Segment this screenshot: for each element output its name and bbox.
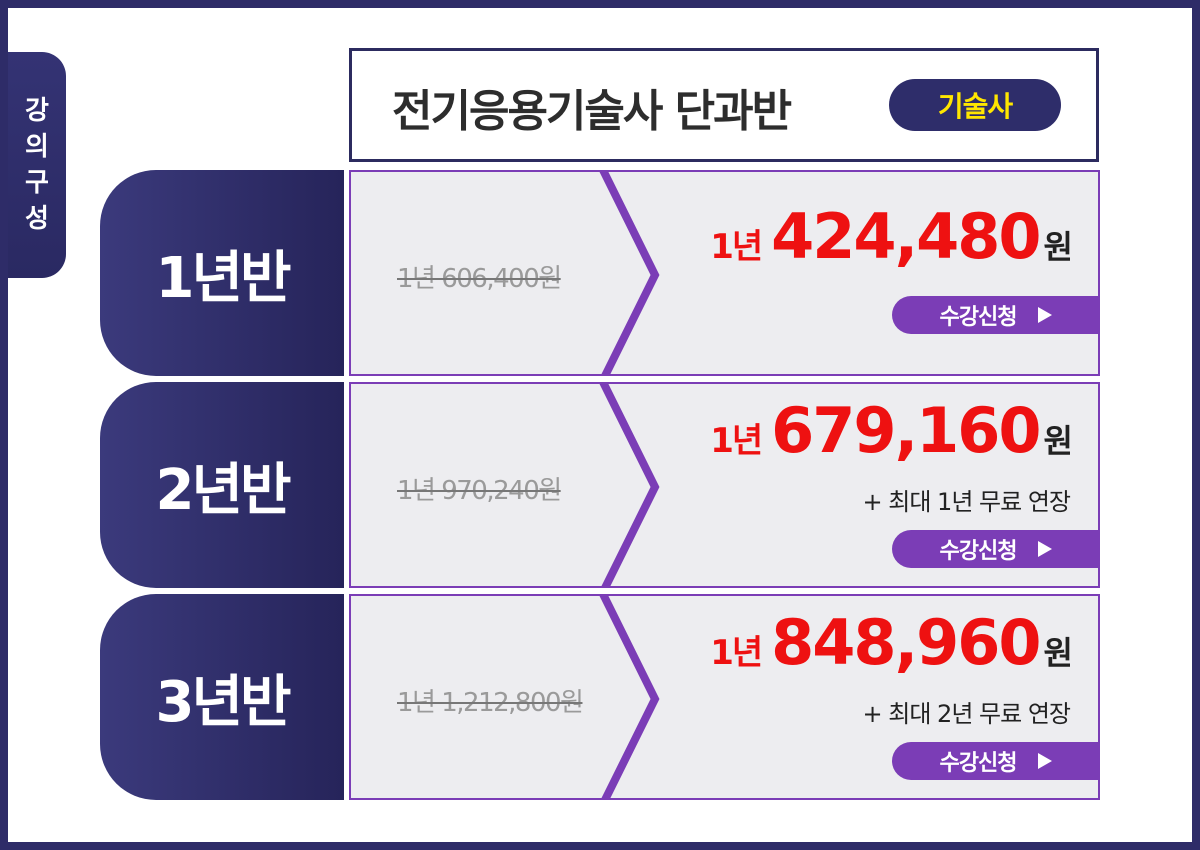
plan-row-2: 2년반 1년 970,240원 1년 679,160 원 + 최대 1년 무료 … [100, 382, 1100, 588]
price-prefix: 1년 [710, 227, 763, 267]
play-arrow-icon [1038, 753, 1053, 769]
original-price: 1년 606,400원 [397, 264, 562, 294]
play-arrow-icon [1038, 541, 1053, 557]
discount-price: 1년 848,960 원 [710, 606, 1073, 679]
original-price: 1년 1,212,800원 [397, 688, 584, 718]
free-extension-note: + 최대 2년 무료 연장 [862, 700, 1071, 728]
apply-button-label: 수강신청 [939, 751, 1018, 776]
price-unit: 원 [1043, 422, 1073, 460]
plan-card: 1년 970,240원 1년 679,160 원 + 최대 1년 무료 연장 수… [349, 382, 1100, 588]
side-tab: 강의구성 [8, 52, 66, 278]
discount-price: 1년 424,480 원 [710, 200, 1073, 273]
free-extension-note: + 최대 1년 무료 연장 [862, 488, 1071, 516]
course-title: 전기응용기술사 단과반 [392, 86, 792, 137]
plan-row-1: 1년반 1년 606,400원 1년 424,480 원 수강신청 [100, 170, 1100, 376]
apply-button-label: 수강신청 [939, 305, 1018, 330]
plan-card: 1년 1,212,800원 1년 848,960 원 + 최대 2년 무료 연장… [349, 594, 1100, 800]
price-unit: 원 [1043, 634, 1073, 672]
plan-label: 2년반 [100, 382, 344, 588]
side-tab-label: 강의구성 [25, 96, 49, 234]
plan-label: 3년반 [100, 594, 344, 800]
price-prefix: 1년 [710, 633, 763, 673]
discount-price: 1년 679,160 원 [710, 394, 1073, 467]
plan-row-3: 3년반 1년 1,212,800원 1년 848,960 원 + 최대 2년 무… [100, 594, 1100, 800]
apply-button[interactable]: 수강신청 [892, 742, 1098, 780]
price-amount: 424,480 [771, 200, 1041, 273]
play-arrow-icon [1038, 307, 1053, 323]
price-unit: 원 [1043, 228, 1073, 266]
price-amount: 848,960 [771, 606, 1041, 679]
course-title-box: 전기응용기술사 단과반 기술사 [349, 48, 1099, 162]
apply-button[interactable]: 수강신청 [892, 530, 1098, 568]
apply-button[interactable]: 수강신청 [892, 296, 1098, 334]
chevron-divider-icon [599, 172, 660, 374]
course-category-badge: 기술사 [889, 79, 1061, 131]
original-price: 1년 970,240원 [397, 476, 562, 506]
chevron-divider-icon [599, 384, 660, 586]
chevron-divider-icon [599, 596, 660, 798]
price-prefix: 1년 [710, 421, 763, 461]
plan-label: 1년반 [100, 170, 344, 376]
plan-card: 1년 606,400원 1년 424,480 원 수강신청 [349, 170, 1100, 376]
apply-button-label: 수강신청 [939, 539, 1018, 564]
price-amount: 679,160 [771, 394, 1041, 467]
page-canvas: 강의구성 전기응용기술사 단과반 기술사 1년반 1년 606,400원 1년 … [8, 8, 1192, 842]
